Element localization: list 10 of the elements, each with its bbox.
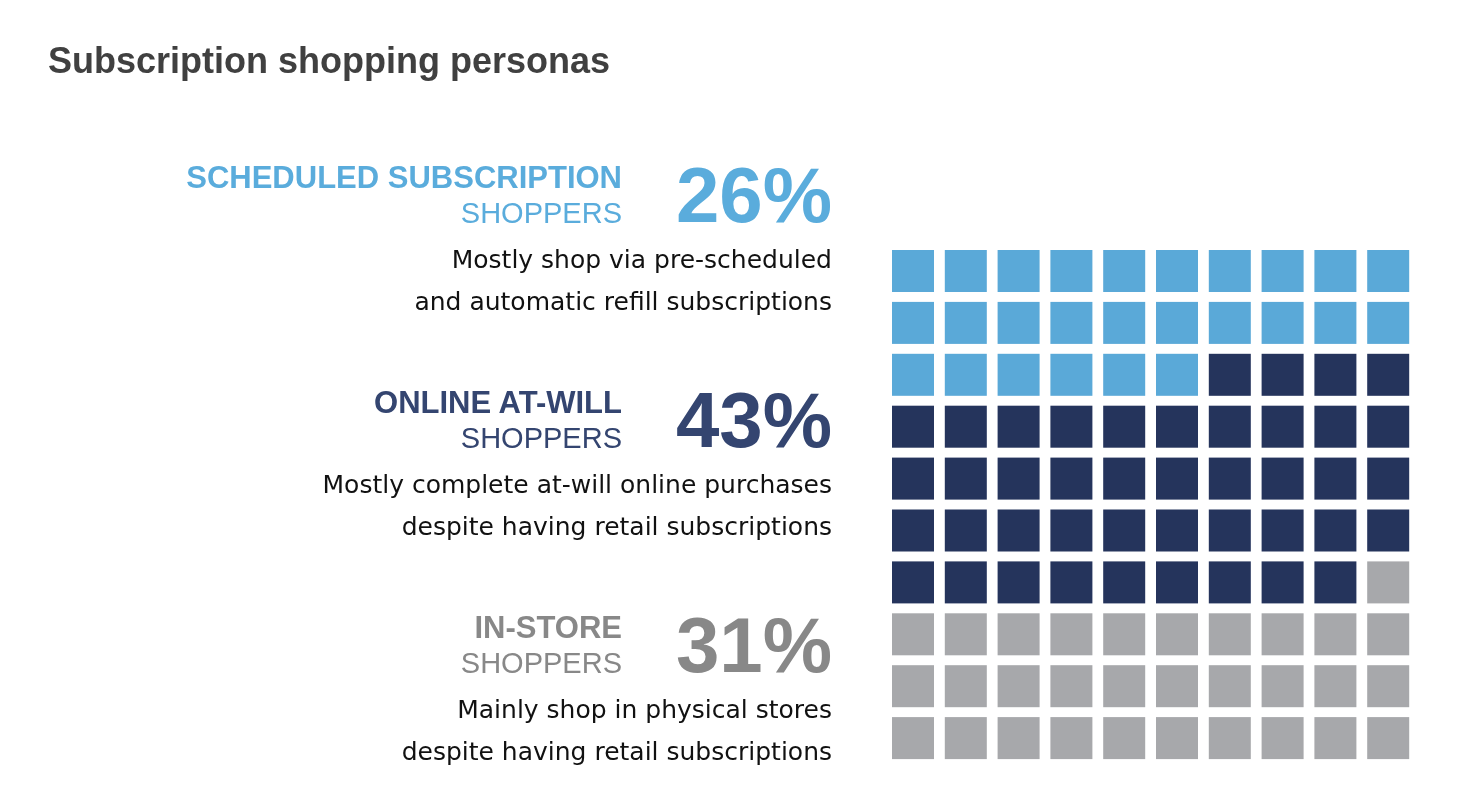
data-label: 43% [675,376,832,464]
text: Subscription shopping personas [48,39,611,81]
category-label: SCHEDULED SUBSCRIPTION SHOPPERS [186,160,622,229]
text: Mostly shop via pre-scheduled and automatic refill subscriptions [414,244,832,316]
data-label: 31% [675,601,832,689]
text: Mainly shop in physical stores despite having retail subscriptions [401,694,832,766]
category-label: ONLINE AT-WILL SHOPPERS [374,385,622,454]
text: Mostly complete at-will online purchases despite having retail subscriptions [322,469,832,541]
data-label: 26% [675,151,832,239]
category-label: IN-STORE SHOPPERS [460,610,622,679]
